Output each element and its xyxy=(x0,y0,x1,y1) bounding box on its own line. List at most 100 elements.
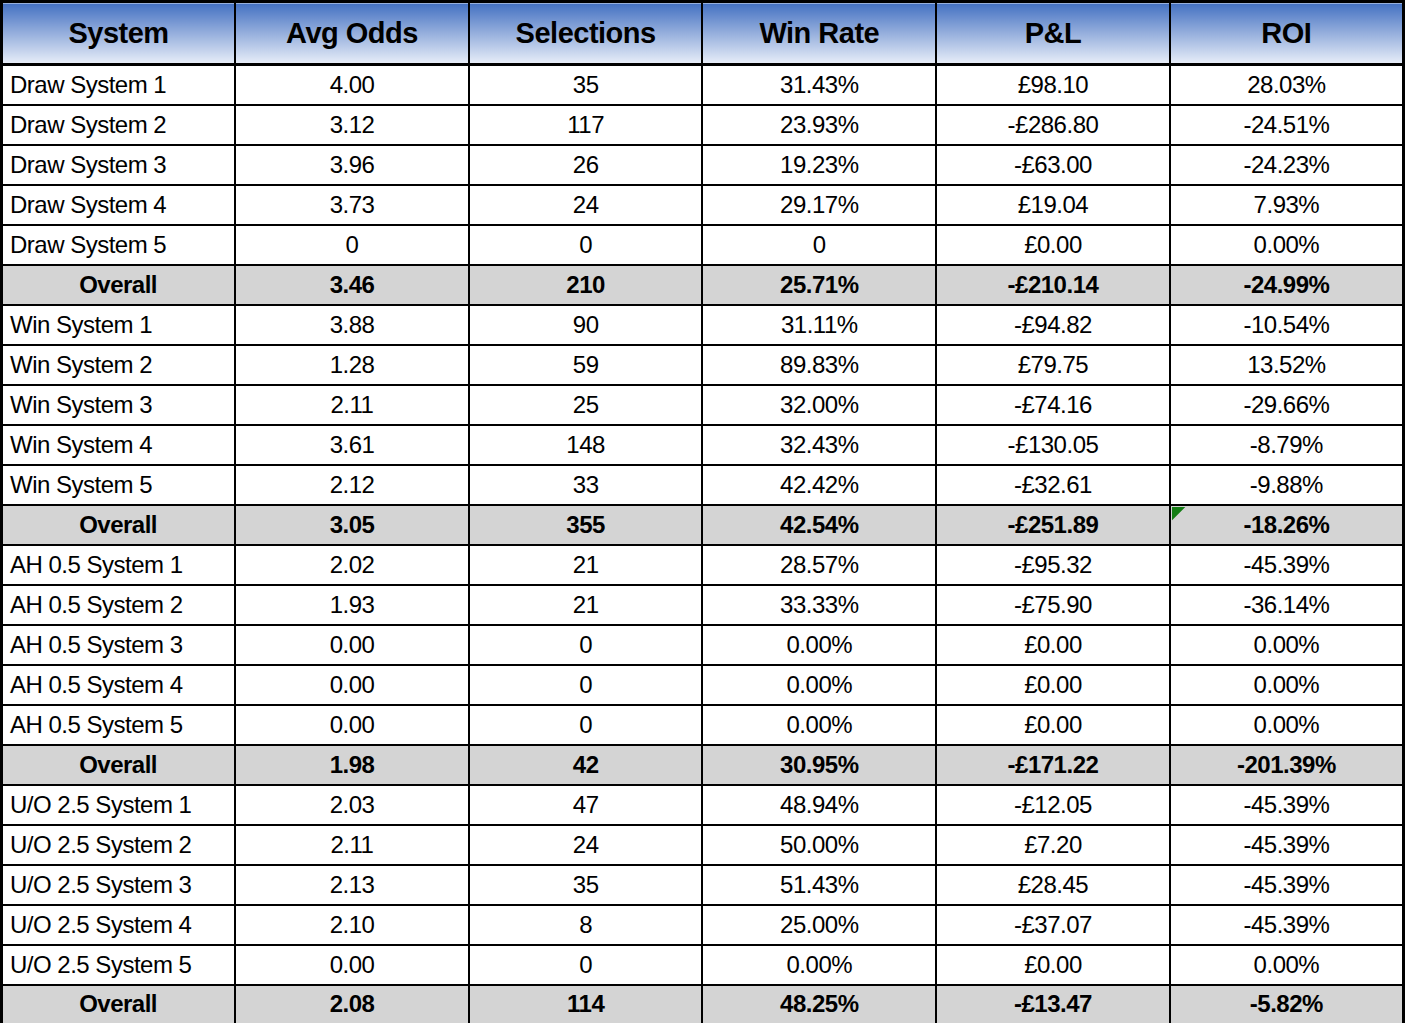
cell-win-rate[interactable]: 0.00% xyxy=(702,665,936,705)
cell-system[interactable]: U/O 2.5 System 3 xyxy=(2,865,236,905)
cell-roi[interactable]: -8.79% xyxy=(1170,425,1404,465)
cell-win-rate[interactable]: 32.43% xyxy=(702,425,936,465)
cell-selections[interactable]: 90 xyxy=(469,305,703,345)
column-header-roi[interactable]: ROI xyxy=(1170,2,1404,65)
cell-pnl[interactable]: -£32.61 xyxy=(936,465,1170,505)
cell-avg-odds[interactable]: 2.13 xyxy=(235,865,469,905)
cell-avg-odds[interactable]: 3.96 xyxy=(235,145,469,185)
cell-win-rate[interactable]: 48.94% xyxy=(702,785,936,825)
cell-system[interactable]: AH 0.5 System 5 xyxy=(2,705,236,745)
cell-roi[interactable]: 7.93% xyxy=(1170,185,1404,225)
cell-selections[interactable]: 26 xyxy=(469,145,703,185)
cell-system[interactable]: Overall xyxy=(2,985,236,1023)
cell-system[interactable]: Overall xyxy=(2,745,236,785)
cell-system[interactable]: Win System 3 xyxy=(2,385,236,425)
cell-selections[interactable]: 47 xyxy=(469,785,703,825)
cell-selections[interactable]: 35 xyxy=(469,865,703,905)
cell-pnl[interactable]: -£95.32 xyxy=(936,545,1170,585)
cell-pnl[interactable]: -£210.14 xyxy=(936,265,1170,305)
cell-roi[interactable]: -9.88% xyxy=(1170,465,1404,505)
cell-selections[interactable]: 0 xyxy=(469,705,703,745)
cell-avg-odds[interactable]: 2.08 xyxy=(235,985,469,1023)
cell-pnl[interactable]: -£286.80 xyxy=(936,105,1170,145)
cell-avg-odds[interactable]: 2.11 xyxy=(235,385,469,425)
cell-pnl[interactable]: £0.00 xyxy=(936,625,1170,665)
cell-roi[interactable]: 0.00% xyxy=(1170,625,1404,665)
cell-pnl[interactable]: £79.75 xyxy=(936,345,1170,385)
cell-avg-odds[interactable]: 0.00 xyxy=(235,945,469,985)
cell-system[interactable]: AH 0.5 System 4 xyxy=(2,665,236,705)
cell-system[interactable]: U/O 2.5 System 5 xyxy=(2,945,236,985)
cell-avg-odds[interactable]: 0.00 xyxy=(235,625,469,665)
cell-roi[interactable]: 28.03% xyxy=(1170,65,1404,105)
cell-avg-odds[interactable]: 2.10 xyxy=(235,905,469,945)
cell-selections[interactable]: 0 xyxy=(469,665,703,705)
cell-roi[interactable]: -45.39% xyxy=(1170,785,1404,825)
cell-avg-odds[interactable]: 0.00 xyxy=(235,665,469,705)
cell-avg-odds[interactable]: 4.00 xyxy=(235,65,469,105)
cell-pnl[interactable]: £28.45 xyxy=(936,865,1170,905)
cell-win-rate[interactable]: 25.71% xyxy=(702,265,936,305)
cell-win-rate[interactable]: 33.33% xyxy=(702,585,936,625)
cell-system[interactable]: AH 0.5 System 3 xyxy=(2,625,236,665)
cell-system[interactable]: Draw System 5 xyxy=(2,225,236,265)
cell-roi[interactable]: -24.51% xyxy=(1170,105,1404,145)
cell-win-rate[interactable]: 42.42% xyxy=(702,465,936,505)
cell-selections[interactable]: 21 xyxy=(469,585,703,625)
cell-avg-odds[interactable]: 3.12 xyxy=(235,105,469,145)
cell-system[interactable]: Win System 2 xyxy=(2,345,236,385)
cell-pnl[interactable]: -£171.22 xyxy=(936,745,1170,785)
cell-roi[interactable]: -45.39% xyxy=(1170,865,1404,905)
cell-pnl[interactable]: £98.10 xyxy=(936,65,1170,105)
cell-system[interactable]: U/O 2.5 System 4 xyxy=(2,905,236,945)
cell-avg-odds[interactable]: 2.03 xyxy=(235,785,469,825)
column-header-system[interactable]: System xyxy=(2,2,236,65)
cell-selections[interactable]: 0 xyxy=(469,225,703,265)
cell-pnl[interactable]: -£13.47 xyxy=(936,985,1170,1023)
cell-pnl[interactable]: £0.00 xyxy=(936,225,1170,265)
cell-system[interactable]: Win System 4 xyxy=(2,425,236,465)
cell-roi[interactable]: -36.14% xyxy=(1170,585,1404,625)
cell-pnl[interactable]: -£74.16 xyxy=(936,385,1170,425)
cell-roi[interactable]: 13.52% xyxy=(1170,345,1404,385)
cell-avg-odds[interactable]: 2.12 xyxy=(235,465,469,505)
cell-avg-odds[interactable]: 2.02 xyxy=(235,545,469,585)
cell-system[interactable]: AH 0.5 System 1 xyxy=(2,545,236,585)
cell-selections[interactable]: 117 xyxy=(469,105,703,145)
cell-roi[interactable]: -24.99% xyxy=(1170,265,1404,305)
cell-roi[interactable]: 0.00% xyxy=(1170,705,1404,745)
cell-avg-odds[interactable]: 1.93 xyxy=(235,585,469,625)
cell-roi[interactable]: 0.00% xyxy=(1170,945,1404,985)
cell-pnl[interactable]: -£63.00 xyxy=(936,145,1170,185)
cell-win-rate[interactable]: 42.54% xyxy=(702,505,936,545)
cell-selections[interactable]: 355 xyxy=(469,505,703,545)
cell-win-rate[interactable]: 0.00% xyxy=(702,945,936,985)
cell-avg-odds[interactable]: 3.88 xyxy=(235,305,469,345)
cell-win-rate[interactable]: 0.00% xyxy=(702,705,936,745)
cell-avg-odds[interactable]: 3.61 xyxy=(235,425,469,465)
cell-roi[interactable]: -201.39% xyxy=(1170,745,1404,785)
cell-pnl[interactable]: -£130.05 xyxy=(936,425,1170,465)
cell-system[interactable]: Draw System 2 xyxy=(2,105,236,145)
cell-win-rate[interactable]: 19.23% xyxy=(702,145,936,185)
cell-selections[interactable]: 59 xyxy=(469,345,703,385)
cell-selections[interactable]: 21 xyxy=(469,545,703,585)
cell-selections[interactable]: 35 xyxy=(469,65,703,105)
cell-selections[interactable]: 33 xyxy=(469,465,703,505)
cell-avg-odds[interactable]: 1.98 xyxy=(235,745,469,785)
cell-roi[interactable]: -29.66% xyxy=(1170,385,1404,425)
cell-avg-odds[interactable]: 0 xyxy=(235,225,469,265)
cell-avg-odds[interactable]: 3.46 xyxy=(235,265,469,305)
cell-system[interactable]: AH 0.5 System 2 xyxy=(2,585,236,625)
cell-avg-odds[interactable]: 2.11 xyxy=(235,825,469,865)
cell-pnl[interactable]: -£37.07 xyxy=(936,905,1170,945)
cell-win-rate[interactable]: 51.43% xyxy=(702,865,936,905)
cell-pnl[interactable]: £7.20 xyxy=(936,825,1170,865)
cell-system[interactable]: Draw System 1 xyxy=(2,65,236,105)
cell-win-rate[interactable]: 32.00% xyxy=(702,385,936,425)
cell-win-rate[interactable]: 30.95% xyxy=(702,745,936,785)
cell-pnl[interactable]: -£94.82 xyxy=(936,305,1170,345)
cell-pnl[interactable]: £0.00 xyxy=(936,945,1170,985)
cell-roi[interactable]: -45.39% xyxy=(1170,545,1404,585)
cell-win-rate[interactable]: 28.57% xyxy=(702,545,936,585)
